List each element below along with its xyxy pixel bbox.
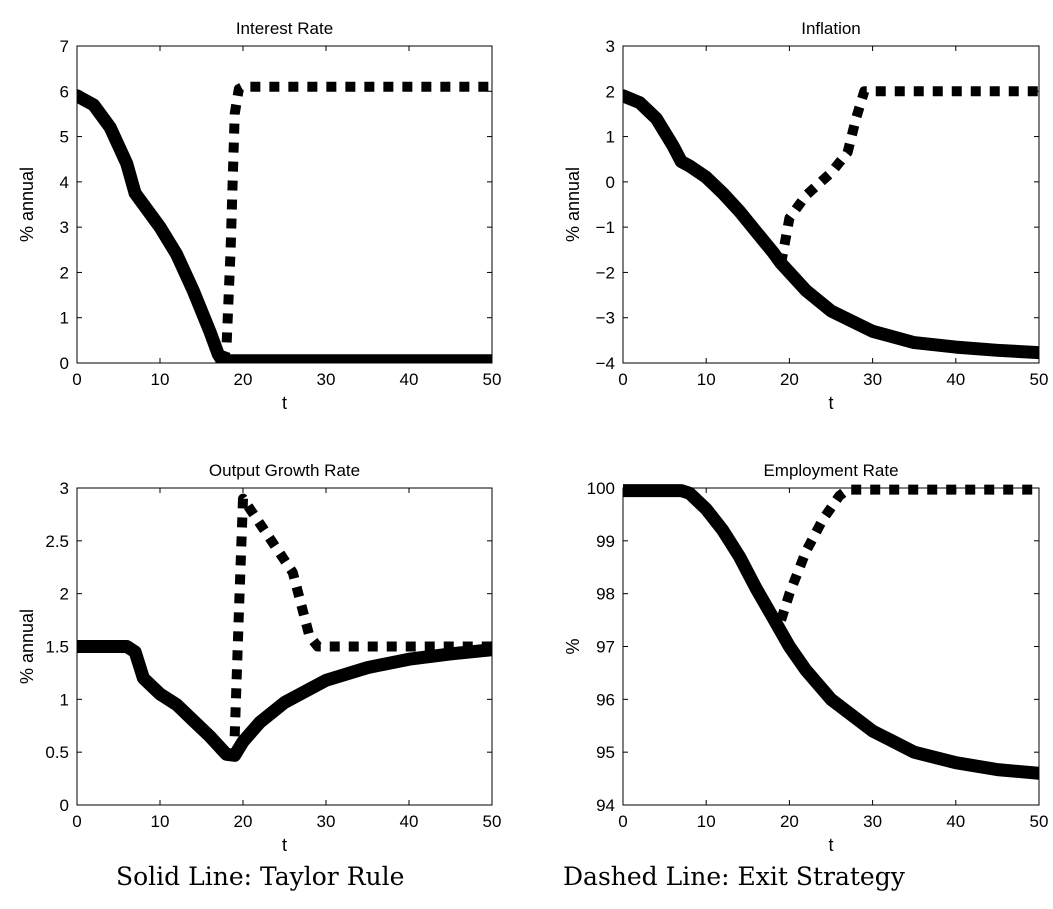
inflation-x-tick-label: 0 — [618, 370, 627, 389]
output-growth-rate-x-tick-label: 20 — [234, 812, 253, 831]
inflation-title: Inflation — [801, 19, 861, 38]
inflation-y-tick-label: 2 — [606, 82, 615, 101]
inflation-y-tick-label: −1 — [596, 218, 615, 237]
output-growth-rate-y-tick-label: 2 — [60, 585, 69, 604]
employment-rate-solid-line — [623, 484, 1039, 780]
output-growth-rate-y-tick-label: 0 — [60, 796, 69, 815]
inflation-x-axis-label: t — [828, 393, 833, 413]
interest-rate-axes-box — [76, 45, 493, 364]
interest-rate-y-tick-label: 2 — [60, 263, 69, 282]
interest-rate-dashed-line — [217, 81, 492, 363]
interest-rate-x-tick-label: 40 — [400, 370, 419, 389]
interest-rate-x-tick-label: 20 — [234, 370, 253, 389]
employment-rate-title: Employment Rate — [763, 461, 898, 480]
chart-output-growth-rate: 0 10 20 30 40 50 0 0.5 1 1.5 2 2.5 3 Output Growth Ra… — [17, 461, 501, 855]
inflation-y-tick-label: −2 — [596, 263, 615, 282]
interest-rate-y-tick-label: 3 — [60, 218, 69, 237]
caption-solid-line: Solid Line: Taylor Rule — [116, 862, 405, 891]
inflation-dashed-line — [776, 86, 1039, 265]
employment-rate-y-tick-label: 95 — [596, 743, 615, 762]
interest-rate-x-tick-label: 30 — [317, 370, 336, 389]
employment-rate-lines — [623, 484, 1039, 780]
interest-rate-solid-line — [77, 89, 492, 363]
inflation-y-tick-label: −3 — [596, 309, 615, 328]
output-growth-rate-x-tick-label: 40 — [400, 812, 419, 831]
interest-rate-y-tick-label: 6 — [60, 82, 69, 101]
inflation-y-tick-label: 0 — [606, 173, 615, 192]
output-growth-rate-y-tick-label: 1 — [60, 690, 69, 709]
interest-rate-x-tick-label: 10 — [151, 370, 170, 389]
output-growth-rate-y-tick-label: 0.5 — [45, 743, 69, 762]
employment-rate-y-axis-label: % — [563, 638, 583, 654]
output-growth-rate-y-axis-label: % annual — [17, 609, 37, 684]
inflation-x-tick-label: 20 — [780, 370, 799, 389]
employment-rate-x-axis-label: t — [828, 835, 833, 855]
interest-rate-y-tick-label: 0 — [60, 354, 69, 373]
employment-rate-x-tick-label: 30 — [863, 812, 882, 831]
output-growth-rate-x-tick-label: 10 — [151, 812, 170, 831]
interest-rate-y-tick-label: 7 — [60, 37, 69, 56]
interest-rate-x-axis-label: t — [282, 393, 287, 413]
employment-rate-y-tick-label: 98 — [596, 585, 615, 604]
interest-rate-x-tick-label: 50 — [483, 370, 502, 389]
employment-rate-y-tick-label: 100 — [587, 479, 615, 498]
inflation-y-axis-label: % annual — [563, 167, 583, 242]
employment-rate-x-tick-label: 20 — [780, 812, 799, 831]
interest-rate-y-axis-label: % annual — [17, 167, 37, 242]
inflation-x-tick-label: 30 — [863, 370, 882, 389]
interest-rate-title: Interest Rate — [236, 19, 333, 38]
employment-rate-y-tick-label: 97 — [596, 638, 615, 657]
employment-rate-y-tick-label: 94 — [596, 796, 615, 815]
output-growth-rate-y-tick-label: 3 — [60, 479, 69, 498]
chart-interest-rate: 0 10 20 30 40 50 0 1 2 3 4 5 6 7 Interest Rate t % annua… — [17, 19, 501, 413]
inflation-lines — [623, 86, 1039, 360]
output-growth-rate-x-axis-label: t — [282, 835, 287, 855]
employment-rate-dashed-line — [776, 484, 1039, 622]
output-growth-rate-lines — [77, 493, 492, 762]
inflation-axes-box — [622, 45, 1040, 364]
output-growth-rate-solid-line — [77, 640, 492, 762]
interest-rate-y-tick-label: 5 — [60, 128, 69, 147]
interest-rate-lines — [77, 81, 492, 363]
inflation-x-tick-label: 40 — [946, 370, 965, 389]
employment-rate-x-tick-label: 0 — [618, 812, 627, 831]
output-growth-rate-x-tick-label: 0 — [72, 812, 81, 831]
caption-dashed-line: Dashed Line: Exit Strategy — [563, 862, 905, 891]
output-growth-rate-y-tick-label: 2.5 — [45, 532, 69, 551]
output-growth-rate-dashed-line — [229, 493, 492, 737]
interest-rate-x-tick-label: 0 — [72, 370, 81, 389]
output-growth-rate-y-tick-label: 1.5 — [45, 638, 69, 657]
chart-employment-rate: 0 10 20 30 40 50 94 95 96 97 98 99 100 Employment Rat… — [563, 461, 1048, 855]
employment-rate-y-tick-label: 96 — [596, 690, 615, 709]
inflation-y-tick-label: 3 — [606, 37, 615, 56]
employment-rate-axes-box — [622, 487, 1040, 806]
inflation-y-tick-label: 1 — [606, 128, 615, 147]
inflation-x-tick-label: 50 — [1030, 370, 1049, 389]
interest-rate-y-tick-label: 1 — [60, 309, 69, 328]
output-growth-rate-x-tick-label: 50 — [483, 812, 502, 831]
employment-rate-x-tick-label: 10 — [697, 812, 716, 831]
employment-rate-x-tick-label: 50 — [1030, 812, 1049, 831]
inflation-y-tick-label: −4 — [596, 354, 615, 373]
inflation-x-tick-label: 10 — [697, 370, 716, 389]
output-growth-rate-x-tick-label: 30 — [317, 812, 336, 831]
chart-inflation: 0 10 20 30 40 50 −4 −3 −2 −1 0 1 2 3 Inflation t % annua… — [563, 19, 1048, 413]
output-growth-rate-title: Output Growth Rate — [209, 461, 360, 480]
employment-rate-y-tick-label: 99 — [596, 532, 615, 551]
interest-rate-y-tick-label: 4 — [60, 173, 69, 192]
inflation-solid-line — [623, 89, 1039, 360]
employment-rate-x-tick-label: 40 — [946, 812, 965, 831]
